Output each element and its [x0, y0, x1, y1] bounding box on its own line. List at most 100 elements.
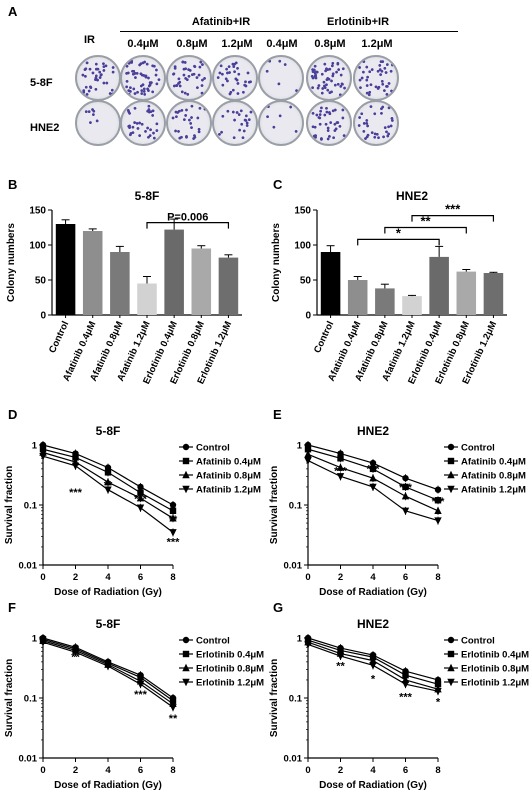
x-tick-label: 6 [403, 765, 408, 776]
panel-letter: E [273, 407, 282, 422]
y-tick-label: 150 [294, 206, 311, 217]
x-tick-label: 8 [170, 572, 175, 583]
data-point [369, 465, 377, 473]
x-tick-label: 2 [338, 765, 343, 776]
y-axis-label: Colony numbers [271, 223, 282, 302]
legend-label: Afatinib 0.8μM [196, 471, 261, 482]
significance-label: ** [421, 214, 432, 229]
bar [456, 271, 477, 315]
x-tick-label: 4 [105, 572, 111, 583]
x-tick-label: 2 [73, 572, 78, 583]
data-point [72, 454, 79, 461]
bar [429, 256, 449, 315]
significance-label: * [371, 674, 376, 686]
data-point [336, 463, 345, 471]
legend-marker [182, 663, 190, 672]
legend-marker [182, 457, 190, 465]
data-point [434, 517, 442, 525]
bar [191, 248, 212, 315]
significance-label: P=0.006 [167, 212, 208, 224]
legend-marker [447, 650, 455, 658]
significance-label: *** [432, 496, 446, 508]
panel-letter: G [273, 600, 283, 615]
y-tick-label: 0.01 [284, 754, 303, 765]
data-point [369, 662, 377, 670]
data-point [369, 483, 377, 492]
x-tick-label: 4 [370, 572, 376, 583]
y-tick-label: 1 [32, 634, 38, 645]
data-point [136, 504, 145, 512]
data-point [304, 450, 312, 458]
data-point [369, 473, 377, 482]
colony-dish [212, 55, 258, 101]
legend-marker [447, 636, 455, 644]
y-tick-label: 0.1 [24, 501, 38, 512]
bar [375, 288, 395, 315]
bar [483, 273, 504, 315]
x-tick-label: 0 [305, 765, 310, 776]
data-point [434, 486, 442, 493]
legend-label: Control [196, 636, 230, 647]
legend-marker [182, 470, 190, 479]
data-point [336, 473, 345, 481]
bar [218, 257, 239, 315]
data-point [304, 446, 312, 453]
data-point [434, 680, 442, 688]
data-point [169, 529, 177, 537]
significance-label: ** [104, 479, 113, 491]
chart-title: 5-8F [96, 617, 121, 631]
x-tick-label: 0 [305, 572, 310, 583]
significance-bracket [357, 238, 440, 246]
significance-label: *** [334, 466, 348, 478]
chart-title: 5-8F [96, 424, 121, 438]
data-point [136, 680, 145, 689]
colony-dish [258, 100, 304, 146]
data-point [104, 477, 112, 486]
afatinib-conc-2: 0.8μM [176, 38, 208, 50]
significance-label: ** [169, 713, 178, 725]
x-axis-label: Dose of Radiation (Gy) [319, 780, 427, 791]
legend-marker [447, 663, 455, 672]
significance-label: * [436, 696, 441, 708]
significance-label: ** [71, 652, 80, 664]
x-tick-label: 0 [40, 765, 45, 776]
panel-letter: D [8, 407, 17, 422]
y-tick-label: 100 [29, 241, 46, 252]
x-tick-label: 4 [105, 765, 111, 776]
data-point [39, 453, 47, 461]
significance-label: *** [134, 689, 148, 701]
legend-marker [182, 636, 190, 644]
legend-label: Control [461, 636, 495, 647]
erlotinib-conc-1: 0.4μM [266, 38, 298, 50]
data-point [169, 514, 177, 522]
legend-label: Erlotinib 0.8μM [461, 664, 529, 675]
y-tick-label: 0 [40, 311, 46, 322]
data-point [169, 507, 177, 515]
significance-bracket [411, 214, 495, 222]
ir-label: IR [84, 34, 95, 46]
data-point [401, 492, 410, 500]
legend-label: Afatinib 1.2μM [461, 485, 526, 496]
colony-dish [75, 100, 121, 146]
colony-dish [166, 100, 212, 146]
colony-dish-grid [0, 0, 530, 160]
series-line [42, 641, 174, 708]
data-point [369, 656, 377, 664]
significance-bracket [384, 226, 467, 234]
data-point [402, 474, 409, 482]
legend-label: Erlotinib 0.8μM [196, 664, 264, 675]
legend-label: Afatinib 0.4μM [196, 457, 261, 468]
y-tick-label: 50 [35, 276, 47, 287]
x-tick-label: 6 [138, 765, 143, 776]
erlotinib-conc-2: 0.8μM [314, 38, 346, 50]
y-tick-label: 1 [32, 441, 38, 452]
significance-label: * [338, 454, 343, 466]
bar [402, 296, 422, 315]
data-point [304, 457, 312, 465]
x-tick-label: 6 [138, 572, 143, 583]
significance-label: *** [399, 692, 413, 704]
x-tick-label: 4 [370, 765, 376, 776]
data-point [304, 641, 312, 649]
data-point [71, 462, 80, 471]
